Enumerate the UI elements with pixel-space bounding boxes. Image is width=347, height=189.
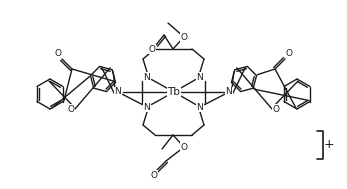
Text: N: N [115, 88, 121, 97]
Text: N: N [197, 102, 203, 112]
Text: O: O [286, 49, 293, 57]
Text: O: O [149, 44, 155, 53]
Text: +: + [324, 139, 334, 152]
Text: O: O [54, 49, 61, 57]
Text: O: O [151, 170, 158, 180]
Text: N: N [144, 102, 150, 112]
Text: Tb: Tb [168, 87, 180, 97]
Text: O: O [272, 105, 279, 114]
Text: N: N [144, 73, 150, 81]
Text: N: N [197, 73, 203, 81]
Text: O: O [180, 143, 187, 152]
Text: O: O [68, 105, 75, 114]
Text: N: N [226, 88, 232, 97]
Text: O: O [180, 33, 187, 42]
